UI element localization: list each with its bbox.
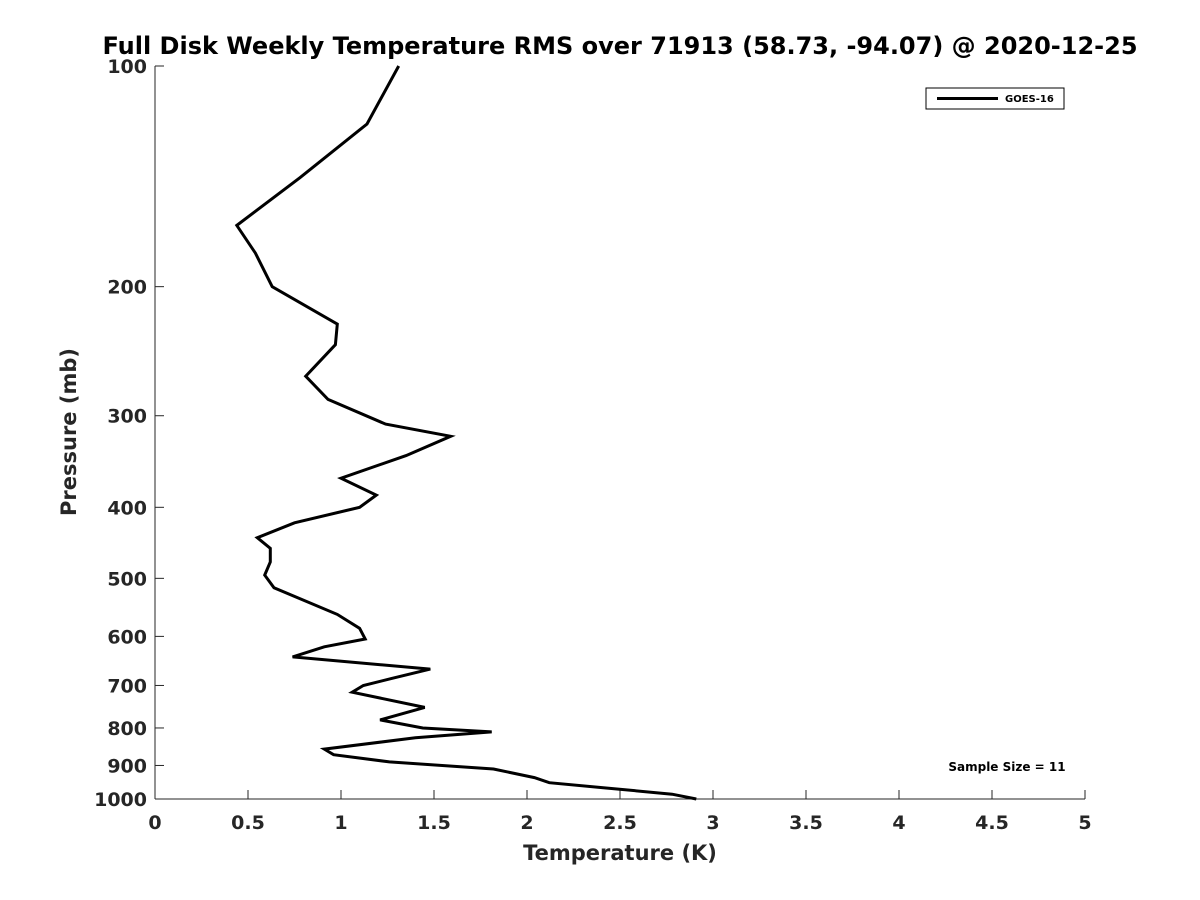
y-tick-label: 500: [107, 568, 147, 590]
y-tick-label: 600: [107, 626, 147, 648]
x-tick-label: 3.5: [789, 812, 823, 834]
y-axis-label: Pressure (mb): [57, 348, 81, 516]
plot-frame: [155, 66, 1085, 799]
y-tick-label: 1000: [94, 789, 147, 811]
x-tick-label: 1.5: [417, 812, 451, 834]
x-tick-label: 4.5: [975, 812, 1009, 834]
y-tick-label: 100: [107, 56, 147, 78]
series-line-goes-16: [234, 65, 697, 801]
x-tick-label: 5: [1078, 812, 1091, 834]
axes: 0 0.5 1 1.5 2 2.5 3 3.5 4 4.5 5 100 200 300 400 500 600 7…: [94, 56, 1092, 834]
chart-title: Full Disk Weekly Temperature RMS over 71…: [102, 32, 1137, 60]
x-tick-label: 2.5: [603, 812, 637, 834]
legend: GOES-16: [925, 87, 1065, 110]
x-tick-label: 0: [148, 812, 161, 834]
x-tick-label: 2: [520, 812, 533, 834]
series-layer: [234, 65, 697, 801]
y-tick-label: 400: [107, 497, 147, 519]
y-tick-label: 700: [107, 675, 147, 697]
x-tick-label: 0.5: [231, 812, 265, 834]
x-tick-label: 1: [334, 812, 347, 834]
y-tick-label: 300: [107, 406, 147, 428]
x-tick-label: 3: [706, 812, 719, 834]
legend-label: GOES-16: [1005, 94, 1054, 105]
x-axis-label: Temperature (K): [523, 841, 717, 865]
y-tick-label: 900: [107, 755, 147, 777]
y-tick-label: 200: [107, 277, 147, 299]
sample-size-annotation: Sample Size = 11: [948, 760, 1065, 774]
y-tick-label: 800: [107, 718, 147, 740]
x-tick-label: 4: [892, 812, 905, 834]
